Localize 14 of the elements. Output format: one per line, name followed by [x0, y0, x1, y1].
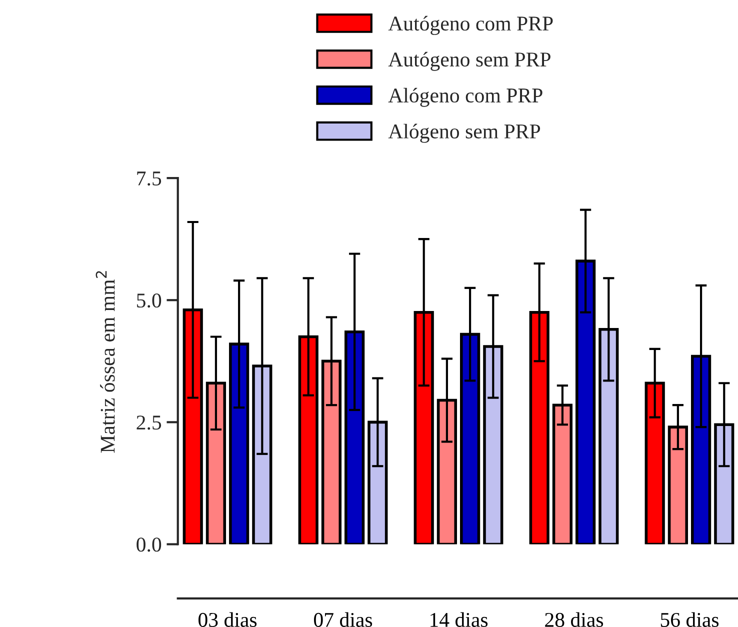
x-tick-label: 56 dias	[660, 612, 719, 627]
legend-label: Autógeno sem PRP	[388, 52, 550, 71]
y-tick-label: 0.0	[136, 538, 162, 552]
x-tick-label: 14 dias	[430, 612, 488, 627]
legend-label: Autógeno com PRP	[388, 16, 553, 35]
legend-label: Alógeno sem PRP	[388, 124, 540, 143]
y-tick-label: 5.0	[137, 294, 162, 308]
x-tick-label: 28 dias	[545, 612, 604, 627]
x-tick-label: 07 dias	[314, 612, 372, 627]
y-tick-label: 2.5	[136, 416, 162, 430]
legend-label: Alógeno com PRP	[388, 88, 542, 107]
y-axis-title: Matriz óssea em mm$^{2}$	[96, 271, 115, 453]
x-tick-label: 03 dias	[198, 612, 257, 627]
y-tick-label: 7.5	[137, 172, 162, 186]
